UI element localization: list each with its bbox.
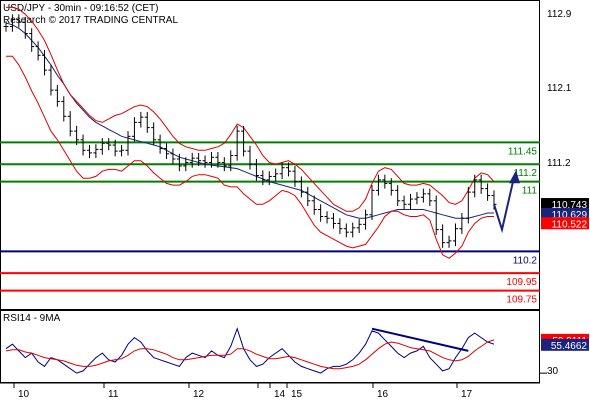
- y-tick-label: 112.9: [547, 9, 572, 20]
- projection-arrow: [493, 170, 520, 234]
- rsi-ma-line: [5, 339, 495, 370]
- levels: 111.45 111.2 111 110.2 109.95 109.75: [0, 141, 540, 306]
- price-tag-label: 110.629: [552, 210, 588, 221]
- x-tick-label: 10: [18, 389, 30, 400]
- price-tag-label: 110.743: [552, 200, 588, 211]
- price-tag-label: 110.522: [552, 219, 588, 230]
- rsi-tags: 59.911155.4662: [541, 333, 589, 352]
- x-tick-label: 14: [274, 389, 286, 400]
- rsi-y-tick-label: 30: [547, 366, 559, 377]
- chart-subtitle: Research © 2017 TRADING CENTRAL: [3, 15, 178, 26]
- rsi-lines: [5, 327, 547, 374]
- x-tick-label: 11: [108, 389, 119, 400]
- price-tag: [541, 198, 589, 211]
- rsi-panel: RSI14 - 9MA 30 59.911155.4662: [0, 310, 589, 383]
- y-tick-label: 111.2: [547, 158, 571, 169]
- lower-band-line: [6, 55, 494, 259]
- rsi-tag: [541, 338, 589, 351]
- price-panel: USD/JPY - 30min - 09:16:52 (CET) Researc…: [0, 0, 589, 310]
- x-tick-label: 12: [193, 389, 205, 400]
- price-panel-frame: [0, 0, 540, 310]
- rsi-trendline: [371, 327, 469, 352]
- bollinger-bands: [5, 6, 495, 259]
- price-y-axis: 112.9 112.1 111.2: [547, 9, 572, 169]
- level-label: 109.95: [506, 277, 537, 288]
- level-label: 111.2: [513, 168, 537, 179]
- price-tag: [541, 207, 589, 220]
- level-label: 109.75: [506, 295, 537, 306]
- moving-average-line: [5, 22, 494, 219]
- upper-band-line: [6, 6, 495, 212]
- projection-arrowhead: [509, 170, 520, 184]
- projection-path: [493, 177, 515, 234]
- chart-title: USD/JPY - 30min - 09:16:52 (CET): [3, 3, 158, 14]
- x-tick-label: 16: [377, 389, 389, 400]
- y-tick-label: 112.1: [547, 83, 572, 94]
- price-bars: [3, 14, 497, 248]
- price-tag: [541, 217, 589, 230]
- rsi-tag-label: 55.4662: [551, 341, 588, 352]
- level-label: 111.45: [508, 146, 538, 157]
- x-axis: 10 11 12 14 15 16 17: [0, 382, 540, 400]
- rsi-title: RSI14 - 9MA: [3, 313, 61, 324]
- level-label: 111: [522, 186, 538, 197]
- x-tick-label: 15: [291, 389, 303, 400]
- x-tick-label: 17: [461, 389, 473, 400]
- level-label: 110.2: [513, 255, 538, 266]
